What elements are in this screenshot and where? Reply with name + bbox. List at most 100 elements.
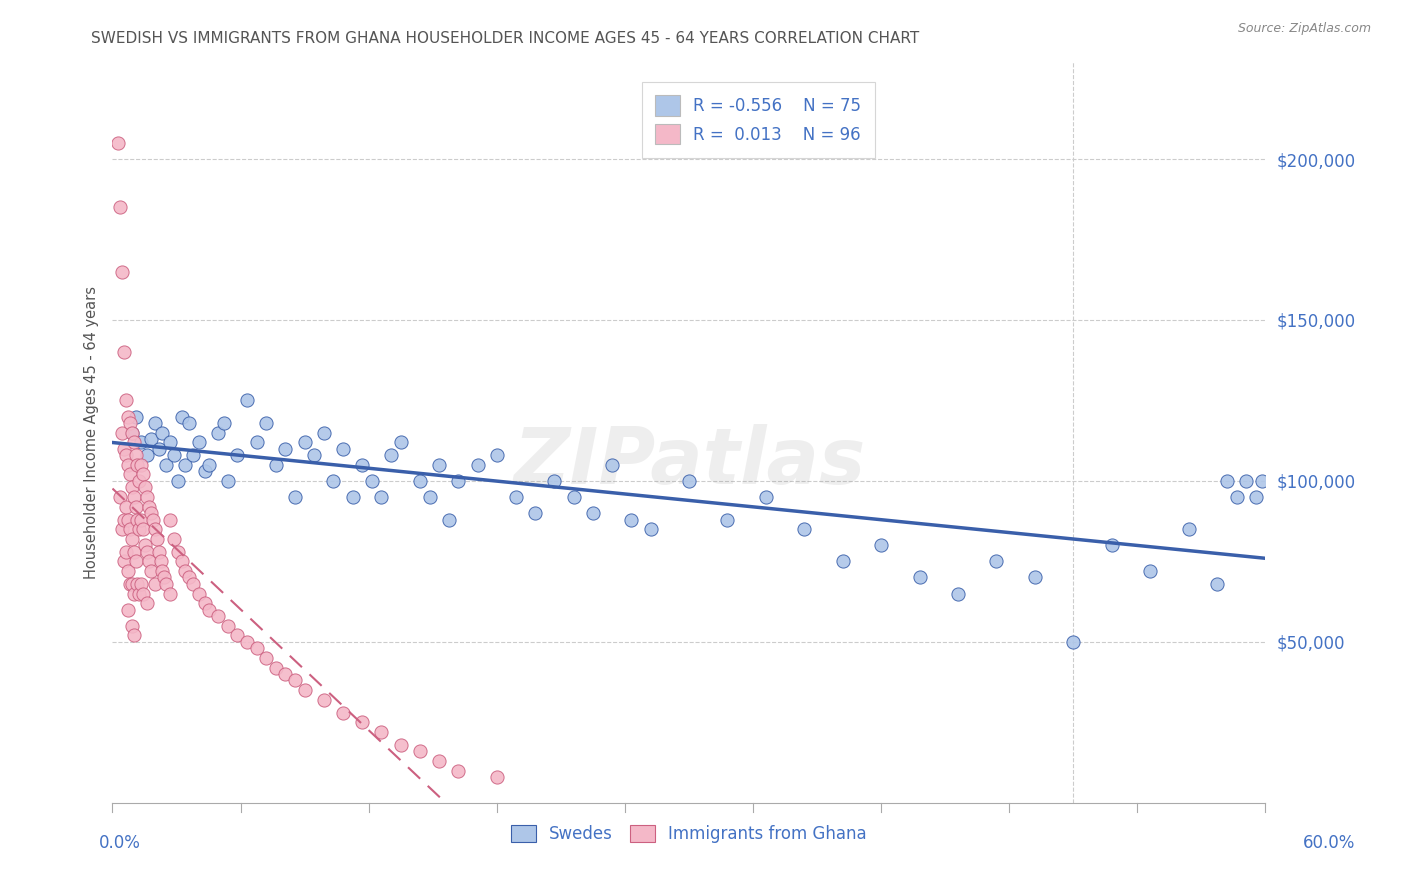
- Point: [134, 538, 156, 552]
- Point: [322, 474, 344, 488]
- Point: [831, 554, 853, 568]
- Point: [352, 715, 374, 730]
- Point: [129, 577, 153, 591]
- Point: [467, 458, 489, 472]
- Point: [112, 442, 135, 456]
- Point: [582, 506, 605, 520]
- Point: [155, 458, 177, 472]
- Point: [128, 474, 150, 488]
- Point: [389, 738, 412, 752]
- Point: [127, 512, 149, 526]
- Point: [370, 490, 392, 504]
- Point: [148, 442, 170, 456]
- Point: [181, 577, 204, 591]
- Point: [166, 545, 188, 559]
- Point: [312, 693, 335, 707]
- Point: [170, 409, 193, 424]
- Point: [143, 522, 166, 536]
- Point: [111, 425, 134, 440]
- Point: [447, 764, 470, 778]
- Point: [226, 628, 249, 642]
- Point: [121, 532, 143, 546]
- Point: [1177, 522, 1199, 536]
- Point: [129, 435, 153, 450]
- Text: SWEDISH VS IMMIGRANTS FROM GHANA HOUSEHOLDER INCOME AGES 45 - 64 YEARS CORRELATI: SWEDISH VS IMMIGRANTS FROM GHANA HOUSEHO…: [91, 31, 920, 46]
- Point: [870, 538, 893, 552]
- Point: [264, 660, 287, 674]
- Point: [136, 490, 159, 504]
- Point: [148, 545, 170, 559]
- Point: [128, 586, 150, 600]
- Point: [236, 393, 259, 408]
- Point: [197, 602, 219, 616]
- Point: [254, 416, 277, 430]
- Point: [145, 532, 167, 546]
- Point: [437, 512, 460, 526]
- Point: [132, 467, 155, 482]
- Point: [118, 416, 141, 430]
- Point: [908, 570, 931, 584]
- Point: [562, 490, 585, 504]
- Point: [226, 448, 249, 462]
- Point: [115, 393, 138, 408]
- Point: [121, 480, 143, 494]
- Point: [294, 435, 316, 450]
- Point: [678, 474, 700, 488]
- Point: [127, 577, 149, 591]
- Point: [149, 554, 172, 568]
- Point: [946, 586, 969, 600]
- Point: [152, 564, 174, 578]
- Point: [136, 596, 159, 610]
- Point: [112, 345, 135, 359]
- Point: [124, 554, 146, 568]
- Point: [107, 136, 129, 150]
- Point: [153, 570, 176, 584]
- Point: [342, 490, 364, 504]
- Point: [179, 570, 201, 584]
- Point: [174, 458, 197, 472]
- Point: [115, 448, 138, 462]
- Point: [159, 586, 181, 600]
- Point: [600, 458, 623, 472]
- Point: [427, 458, 450, 472]
- Point: [370, 725, 392, 739]
- Point: [312, 425, 335, 440]
- Point: [124, 409, 146, 424]
- Point: [122, 586, 145, 600]
- Legend: R = -0.556    N = 75, R =  0.013    N = 96: R = -0.556 N = 75, R = 0.013 N = 96: [641, 82, 875, 158]
- Point: [108, 490, 131, 504]
- Point: [1139, 564, 1161, 578]
- Point: [117, 564, 139, 578]
- Point: [163, 532, 186, 546]
- Point: [122, 435, 145, 450]
- Point: [117, 512, 139, 526]
- Text: 0.0%: 0.0%: [98, 834, 141, 852]
- Point: [111, 265, 134, 279]
- Point: [409, 744, 432, 758]
- Point: [118, 577, 141, 591]
- Y-axis label: Householder Income Ages 45 - 64 years: Householder Income Ages 45 - 64 years: [83, 286, 98, 579]
- Point: [1234, 474, 1257, 488]
- Point: [755, 490, 778, 504]
- Point: [640, 522, 662, 536]
- Point: [1101, 538, 1123, 552]
- Point: [155, 577, 177, 591]
- Point: [294, 683, 316, 698]
- Point: [136, 545, 159, 559]
- Point: [380, 448, 402, 462]
- Point: [217, 619, 239, 633]
- Point: [485, 448, 508, 462]
- Point: [1216, 474, 1239, 488]
- Point: [716, 512, 738, 526]
- Point: [127, 458, 149, 472]
- Point: [217, 474, 239, 488]
- Point: [793, 522, 815, 536]
- Point: [129, 458, 153, 472]
- Point: [121, 577, 143, 591]
- Point: [115, 545, 138, 559]
- Point: [139, 506, 162, 520]
- Point: [207, 609, 229, 624]
- Point: [122, 545, 145, 559]
- Point: [134, 480, 156, 494]
- Point: [1226, 490, 1249, 504]
